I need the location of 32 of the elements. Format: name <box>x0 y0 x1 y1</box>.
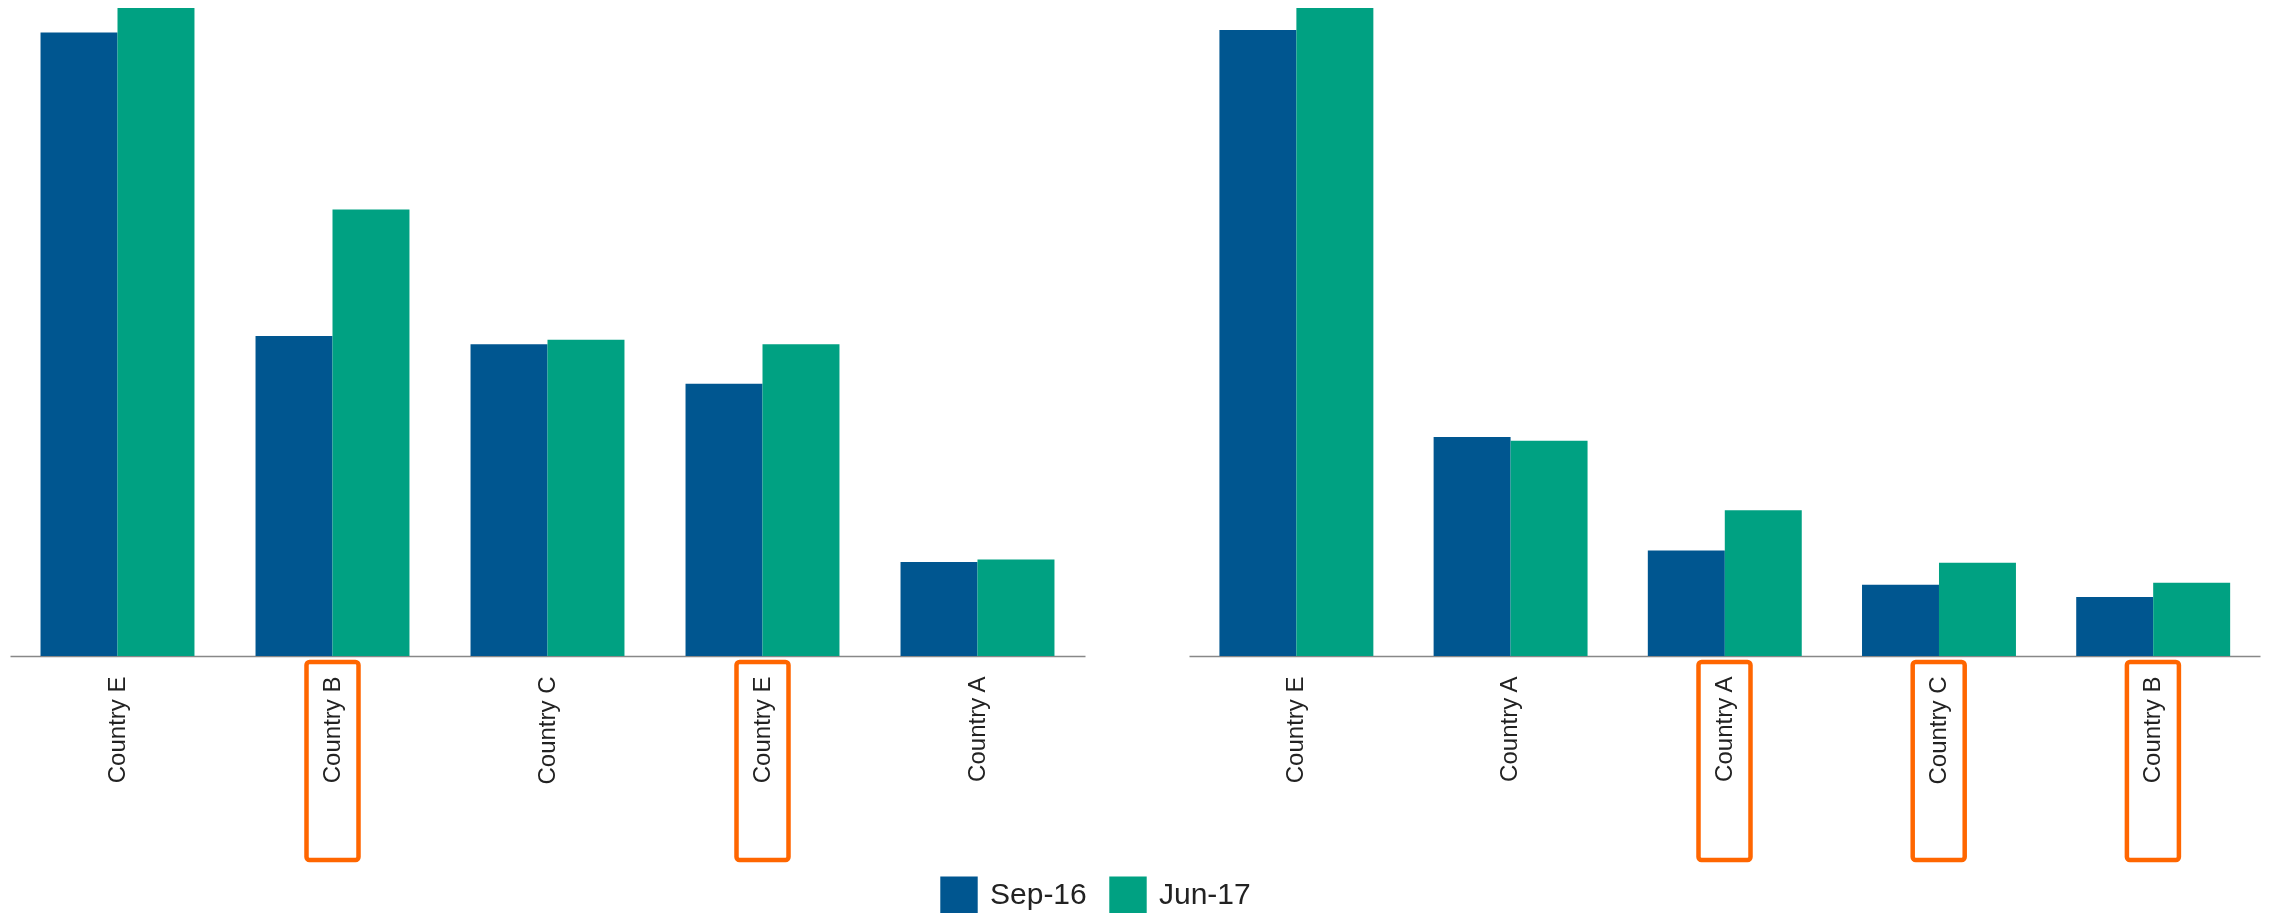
bar <box>1433 436 1511 656</box>
bar <box>117 8 195 656</box>
x-tick-label: Country B <box>317 676 345 784</box>
bar <box>255 335 333 656</box>
x-tick-label: Country A <box>1709 676 1737 782</box>
x-tick-label: Country C <box>532 676 560 785</box>
bar <box>762 344 840 656</box>
bar <box>2076 597 2154 656</box>
bar <box>547 339 625 656</box>
legend-label: Jun-17 <box>1159 877 1251 911</box>
bar <box>900 562 978 656</box>
bar <box>977 559 1055 656</box>
bar <box>1938 562 2016 656</box>
x-tick-label: Country E <box>747 676 775 784</box>
x-tick-label: Country B <box>2137 676 2165 784</box>
bar <box>1724 510 1802 656</box>
x-tick-label: Country A <box>1495 676 1523 782</box>
x-tick-label: Country E <box>1281 676 1309 784</box>
bar <box>2153 582 2231 656</box>
x-tick-label: Country C <box>1923 676 1951 785</box>
bar <box>1510 440 1588 656</box>
x-tick-label: Country E <box>102 676 130 784</box>
bar <box>1862 584 1939 656</box>
legend-label: Sep-16 <box>990 877 1087 911</box>
bar <box>1647 550 1725 656</box>
bar <box>470 344 548 656</box>
x-tick-label: Country A <box>962 676 990 782</box>
bar <box>332 209 410 656</box>
bar <box>1296 8 1374 656</box>
bar <box>685 383 763 656</box>
bar <box>1219 30 1297 656</box>
bar <box>40 32 118 656</box>
